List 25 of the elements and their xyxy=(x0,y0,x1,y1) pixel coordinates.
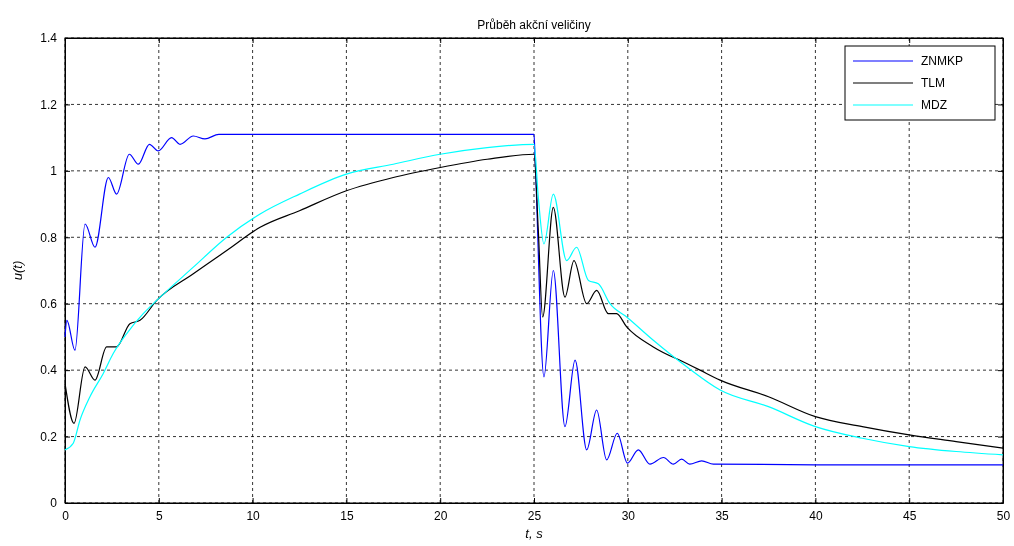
x-tick-label: 10 xyxy=(246,508,261,523)
chart-title: Průběh akční veličiny xyxy=(477,18,591,32)
y-tick-label: 0.2 xyxy=(40,429,58,444)
x-tick-label: 30 xyxy=(621,508,636,523)
y-tick-label: 0 xyxy=(50,496,58,511)
x-tick-label: 40 xyxy=(809,508,823,523)
legend-label: MDZ xyxy=(921,98,947,112)
y-tick-label: 1 xyxy=(50,164,58,179)
x-tick-label: 25 xyxy=(527,508,542,523)
y-tick-label: 1.4 xyxy=(40,31,58,46)
x-tick-label: 0 xyxy=(62,508,70,523)
x-axis-title: t, s xyxy=(525,526,544,541)
x-tick-label: 5 xyxy=(155,508,163,523)
x-tick-label: 20 xyxy=(434,508,448,523)
legend-label: TLM xyxy=(921,76,945,90)
x-tick-label: 35 xyxy=(715,508,730,523)
y-tick-label: 0.4 xyxy=(40,363,58,378)
y-tick-label: 1.2 xyxy=(40,97,58,112)
y-tick-label: 0.6 xyxy=(40,297,58,312)
legend-label: ZNMKP xyxy=(921,54,963,68)
x-tick-label: 45 xyxy=(903,508,917,523)
y-tick-label: 0.8 xyxy=(40,230,58,245)
x-tick-label: 15 xyxy=(340,508,354,523)
x-tick-label: 50 xyxy=(996,508,1011,523)
y-axis-title: u(t) xyxy=(10,260,25,281)
